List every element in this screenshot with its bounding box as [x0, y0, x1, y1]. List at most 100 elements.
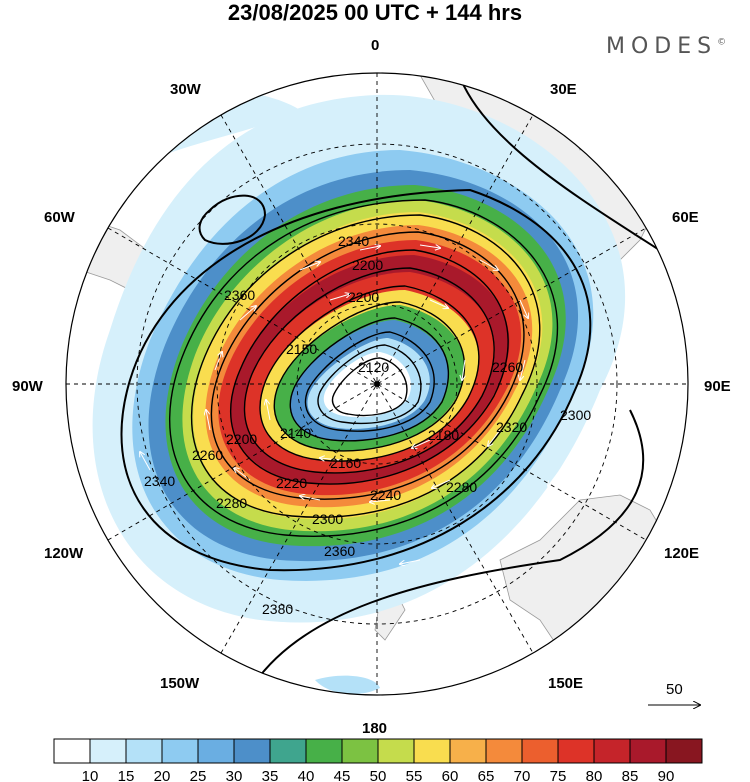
graticule	[66, 73, 688, 695]
colorbar-swatch	[305, 738, 343, 764]
contour-label: 2150	[286, 341, 317, 357]
contour-2280	[230, 249, 509, 485]
wind-vector	[140, 452, 151, 471]
colorbar-label: 25	[190, 768, 207, 782]
shade-blob-south	[315, 675, 380, 695]
latitude-circle	[296, 303, 458, 465]
wind-vector	[520, 359, 526, 380]
colorbar-label: 85	[622, 768, 639, 782]
contour-label: 2220	[276, 475, 307, 491]
colorbar-swatch	[665, 738, 703, 764]
colorbar-swatch	[377, 738, 415, 764]
colorbar-swatch	[485, 738, 523, 764]
map-title: 23/08/2025 00 UTC + 144 hrs	[227, 0, 523, 25]
wind-vector	[462, 359, 465, 380]
brand-logo: MODES©	[606, 34, 726, 59]
colorbar-swatch	[269, 738, 307, 764]
wind-vector	[429, 299, 448, 308]
contour-label: 2300	[560, 407, 591, 423]
lon-label-120e: 120E	[664, 545, 699, 562]
colorbar-swatch	[125, 738, 163, 764]
contour-label: 2200	[352, 257, 383, 273]
land-australia	[499, 494, 669, 661]
contour-labels: 2120 2140 2160 2180 2200 2220 2240 2260 …	[144, 233, 591, 617]
map-body	[66, 73, 688, 695]
wind-shading	[92, 89, 626, 695]
wind-vector	[370, 500, 391, 502]
contour-2200	[289, 317, 449, 442]
colorbar-label: 55	[406, 768, 423, 782]
contour-label: 2260	[192, 447, 223, 463]
contour-2320	[190, 214, 541, 518]
contour-label: 2160	[330, 455, 361, 471]
colorbar-label: 30	[226, 768, 243, 782]
contour-label: 2340	[144, 473, 175, 489]
colorbar-swatch	[89, 738, 127, 764]
latitude-circle	[216, 223, 538, 545]
contour-label: 2280	[446, 479, 477, 495]
colorbar-swatch	[53, 738, 91, 764]
wind-vector	[266, 400, 271, 421]
contour-label: 2140	[280, 425, 311, 441]
lon-label-90e: 90E	[704, 378, 731, 395]
wind-vector	[149, 192, 168, 201]
contour-label: 2280	[216, 495, 247, 511]
brand-mark: ©	[717, 37, 727, 48]
lon-label-90w: 90W	[12, 378, 44, 395]
wind-vector	[400, 559, 421, 564]
contour-label: 2300	[312, 511, 343, 527]
colorbar-label: 40	[298, 768, 315, 782]
colorbar-swatch	[629, 738, 667, 764]
colorbar-label: 60	[442, 768, 459, 782]
wind-vector	[300, 496, 321, 501]
wind-vector	[239, 306, 256, 321]
contour-2360	[120, 188, 592, 572]
colorbar-label: 80	[586, 768, 603, 782]
wind-vector	[329, 294, 350, 301]
map-boundary	[65, 72, 689, 696]
colorbar-swatch	[197, 738, 235, 764]
colorbar: 10 15 20 25 30 35 40 45 50 55 60 65 70 75 80 85 90	[53, 738, 703, 782]
colorbar-label: 65	[478, 768, 495, 782]
contour-2140	[331, 357, 408, 417]
contour-2160	[317, 344, 422, 425]
wind-vector	[519, 299, 528, 318]
colorbar-swatch	[161, 738, 199, 764]
colorbar-swatch	[521, 738, 559, 764]
brand-text: MODES	[606, 34, 718, 59]
colorbar-label: 10	[82, 768, 99, 782]
colorbar-label: 20	[154, 768, 171, 782]
south-pole-marker	[374, 381, 380, 387]
colorbar-swatch	[449, 738, 487, 764]
wind-vectors	[140, 192, 561, 564]
contour-label: 2360	[224, 287, 255, 303]
wind-vector	[214, 352, 222, 371]
contour-label: 2260	[492, 359, 523, 375]
lon-label-30w: 30W	[170, 81, 202, 98]
lon-label-0: 0	[371, 37, 379, 54]
colorbar-label: 70	[514, 768, 531, 782]
colorbar-label: 45	[334, 768, 351, 782]
wind-vector	[320, 458, 341, 460]
reference-vector: 50	[648, 681, 700, 705]
contour-label: 2320	[496, 419, 527, 435]
wind-vector	[479, 259, 498, 270]
colorbar-swatch	[557, 738, 595, 764]
contour-label: 2200	[226, 431, 257, 447]
wind-vector	[299, 262, 320, 271]
wind-vector	[432, 479, 451, 488]
lon-label-30e: 30E	[550, 81, 577, 98]
lon-label-150w: 150W	[160, 675, 200, 692]
contour-2260	[243, 267, 495, 474]
contour-label: 2180	[428, 427, 459, 443]
wind-vector	[548, 469, 561, 486]
reference-vector-value: 50	[666, 681, 683, 698]
contour-2180	[304, 331, 435, 432]
lon-label-150e: 150E	[548, 675, 583, 692]
contour-2380	[249, 73, 688, 691]
lon-label-120w: 120W	[44, 545, 84, 562]
colorbar-label: 90	[658, 768, 675, 782]
wind-vector	[359, 246, 380, 251]
shade-band-15	[323, 352, 412, 418]
colorbar-label: 35	[262, 768, 279, 782]
